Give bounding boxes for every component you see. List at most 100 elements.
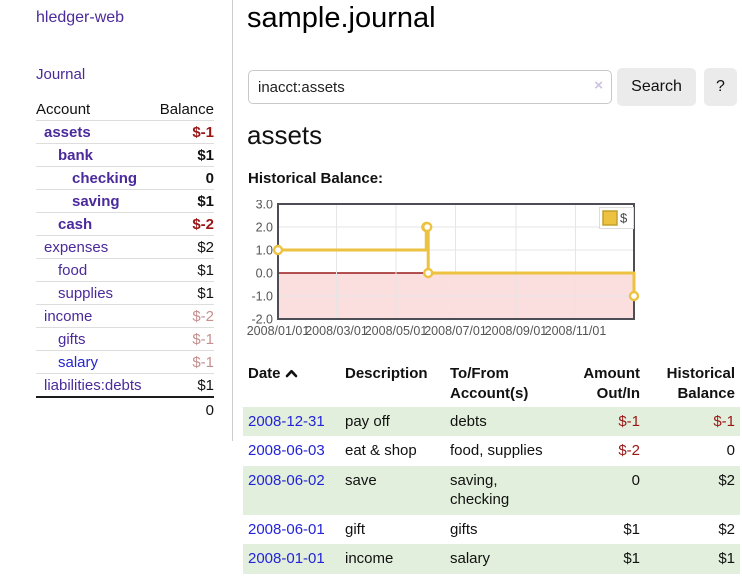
- register-amount: $-2: [618, 442, 640, 460]
- y-tick-label: 0.0: [256, 266, 273, 280]
- register-row: 2008-01-01 income salary $1 $1: [243, 544, 740, 574]
- register-table: Date Description To/From Account(s) Amou…: [243, 358, 740, 574]
- col-tofrom-accounts: To/From Account(s): [450, 365, 529, 402]
- account-balance: 0: [153, 166, 214, 190]
- register-balance: $1: [718, 550, 735, 568]
- data-point-marker: [272, 244, 284, 256]
- account-balance: $-1: [153, 120, 214, 144]
- account-link[interactable]: saving: [72, 193, 120, 210]
- accounts-col-balance: Balance: [153, 98, 214, 121]
- y-tick-label: -1.0: [251, 289, 273, 303]
- register-accounts: salary: [450, 550, 491, 568]
- account-link[interactable]: salary: [58, 354, 99, 371]
- account-row: supplies $1: [36, 281, 214, 305]
- search-button[interactable]: Search: [617, 68, 696, 106]
- col-historical-balance: Historical Balance: [666, 365, 735, 402]
- x-tick-label: 2008/05/01: [365, 324, 428, 338]
- register-description: pay off: [345, 412, 390, 430]
- x-tick-label: 2008/03/01: [305, 324, 368, 338]
- register-date-link[interactable]: 2008-06-01: [248, 520, 325, 538]
- register-date-link[interactable]: 2008-01-01: [248, 550, 325, 568]
- clear-search-icon[interactable]: ×: [594, 77, 603, 94]
- x-tick-label: 2008/11/01: [545, 324, 607, 338]
- register-date-link[interactable]: 2008-06-03: [248, 442, 325, 460]
- page-title: sample.journal: [247, 2, 436, 34]
- register-amount: $1: [623, 520, 640, 538]
- accounts-rows: assets $-1 bank $1 checking 0 saving $1 cash $-2 e…: [36, 120, 214, 398]
- account-link[interactable]: liabilities:debts: [44, 377, 142, 394]
- register-amount: $1: [623, 550, 640, 568]
- y-tick-label: 3.0: [256, 200, 273, 211]
- col-date: Date: [243, 358, 340, 407]
- account-balance: $-1: [153, 327, 214, 351]
- account-link[interactable]: cash: [58, 216, 93, 233]
- search-form: × Search ?: [243, 68, 742, 106]
- accounts-total-value: 0: [153, 396, 214, 421]
- register-amount: 0: [631, 471, 640, 489]
- sort-ascending-icon: [285, 365, 298, 385]
- account-row: bank $1: [36, 143, 214, 167]
- register-amount: $-1: [618, 412, 640, 430]
- register-rows: 2008-12-31 pay off debts $-1 $-1 2008-06-03 ea…: [243, 406, 740, 574]
- account-link[interactable]: assets: [44, 124, 91, 141]
- x-tick-label: 2008/09/01: [485, 324, 548, 338]
- account-balance: $-2: [153, 212, 214, 236]
- help-button[interactable]: ?: [704, 68, 737, 106]
- register-description: gift: [345, 520, 366, 538]
- data-point-marker: [628, 290, 640, 302]
- register-date-link[interactable]: 2008-12-31: [248, 412, 325, 430]
- register-description: eat & shop: [345, 442, 417, 460]
- brand-link[interactable]: hledger-web: [36, 9, 125, 26]
- account-balance: $1: [153, 189, 214, 213]
- col-description: Description: [345, 365, 428, 382]
- account-row: food $1: [36, 258, 214, 282]
- register-row: 2008-06-02 save saving, checking 0 $2: [243, 465, 740, 515]
- account-row: assets $-1: [36, 120, 214, 144]
- register-row: 2008-06-03 eat & shop food, supplies $-2 0: [243, 436, 740, 466]
- register-date-link[interactable]: 2008-06-02: [248, 471, 325, 489]
- historical-balance-chart: $3.0 2.0 1.0 0.0 -1.0 -2.02008/01/012008/03/0…: [247, 200, 640, 338]
- account-link[interactable]: supplies: [58, 285, 114, 302]
- main-panel: sample.journal × Search ? assets Histori…: [243, 0, 742, 582]
- account-row: saving $1: [36, 189, 214, 213]
- register-accounts: saving, checking: [450, 471, 510, 509]
- y-tick-label: 1.0: [256, 243, 273, 257]
- search-input[interactable]: [248, 70, 612, 104]
- y-tick-label: 2.0: [256, 220, 273, 234]
- account-heading: assets: [247, 120, 323, 150]
- plot-border: [277, 203, 635, 320]
- data-point-marker: [423, 267, 434, 279]
- sidebar-item-journal[interactable]: Journal: [36, 66, 86, 83]
- account-balance: $-2: [153, 304, 214, 328]
- account-balance: $1: [153, 281, 214, 305]
- register-balance: $-1: [713, 412, 735, 430]
- account-link[interactable]: food: [58, 262, 88, 279]
- register-accounts: debts: [450, 412, 487, 430]
- account-link[interactable]: checking: [72, 170, 138, 187]
- account-link[interactable]: expenses: [44, 239, 109, 256]
- account-link[interactable]: income: [44, 308, 93, 325]
- account-balance: $1: [153, 143, 214, 167]
- register-accounts: food, supplies: [450, 442, 543, 460]
- register-balance: $2: [718, 520, 735, 538]
- sidebar: hledger-web Journal Account Balance asse…: [0, 0, 233, 441]
- account-link[interactable]: bank: [58, 147, 94, 164]
- register-row: 2008-06-01 gift gifts $1 $2: [243, 515, 740, 545]
- register-row: 2008-12-31 pay off debts $-1 $-1: [243, 406, 740, 437]
- legend-label: $: [620, 211, 628, 226]
- accounts-col-account: Account: [36, 98, 154, 121]
- accounts-balance-table: Account Balance assets $-1 bank $1 checking 0…: [36, 98, 214, 421]
- accounts-total-row: 0: [36, 396, 214, 421]
- x-tick-label: 2008/07/01: [424, 324, 487, 338]
- account-row: liabilities:debts $1: [36, 373, 214, 398]
- legend-swatch: [602, 210, 618, 226]
- account-row: cash $-2: [36, 212, 214, 236]
- chart-title: Historical Balance:: [248, 170, 384, 187]
- y-tick-label: -2.0: [251, 312, 273, 326]
- account-balance: $2: [153, 235, 214, 259]
- account-row: expenses $2: [36, 235, 214, 259]
- x-tick-label: 2008/01/01: [247, 324, 310, 338]
- account-row: income $-2: [36, 304, 214, 328]
- account-link[interactable]: gifts: [58, 331, 86, 348]
- register-accounts: gifts: [450, 520, 478, 538]
